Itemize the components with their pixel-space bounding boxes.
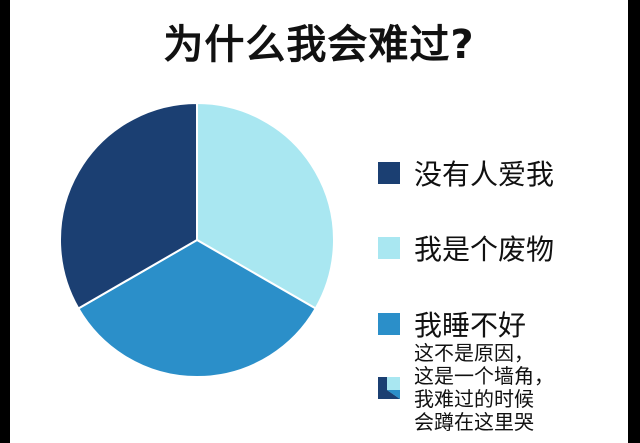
legend-text-line: 这不是原因， bbox=[414, 341, 534, 365]
corner-icon bbox=[378, 377, 400, 399]
legend-text-line: 这是一个墙角， bbox=[414, 364, 554, 388]
chart-canvas: 为什么我会难过? 没有人爱我 我是个废物 我睡不好 这不是原因， 这是一个墙角，… bbox=[10, 0, 628, 443]
legend-label: 我睡不好 bbox=[414, 309, 527, 342]
legend-swatch bbox=[378, 162, 400, 184]
pie-slice-3 bbox=[76, 238, 318, 378]
pie-chart bbox=[59, 101, 335, 378]
legend-text-line: 我难过的时候 bbox=[414, 387, 534, 411]
pie-slice-2 bbox=[196, 101, 335, 310]
legend-item: 我是个废物 bbox=[378, 228, 554, 268]
pie-slice-1 bbox=[59, 101, 198, 310]
chart-title: 为什么我会难过? bbox=[163, 22, 475, 68]
legend-item: 没有人爱我 bbox=[378, 153, 554, 193]
legend-label: 我是个废物 bbox=[414, 233, 555, 266]
legend-item: 我睡不好 bbox=[378, 304, 526, 344]
legend-item-corner: 这不是原因， 这是一个墙角， 我难过的时候 会蹲在这里哭 bbox=[378, 342, 554, 434]
legend-swatch bbox=[378, 313, 400, 335]
legend-text-line: 会蹲在这里哭 bbox=[414, 410, 534, 434]
legend-swatch bbox=[378, 237, 400, 259]
legend-label: 没有人爱我 bbox=[414, 158, 555, 191]
